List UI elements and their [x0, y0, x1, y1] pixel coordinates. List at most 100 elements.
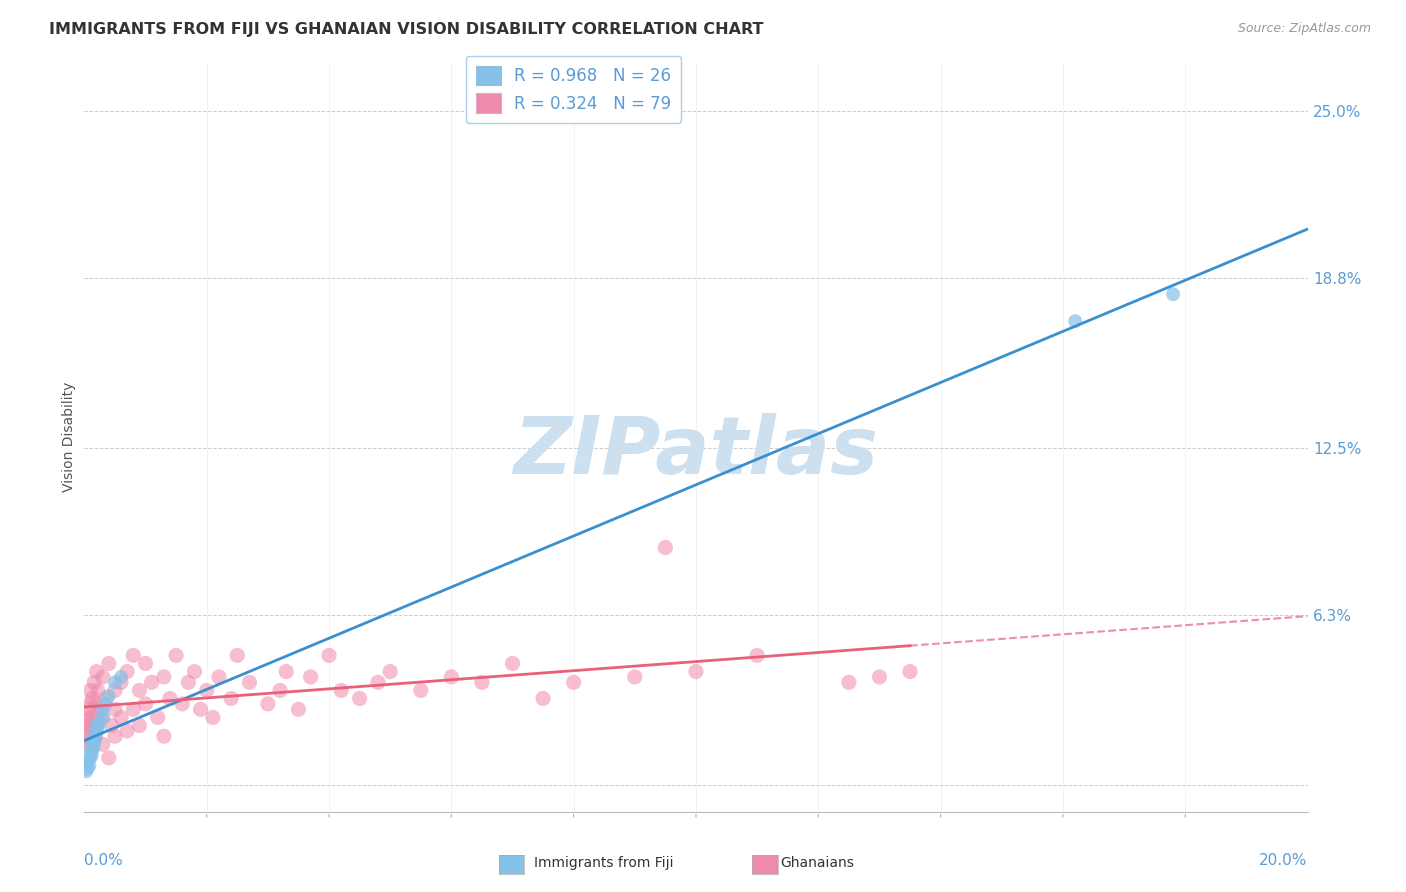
Point — [104, 702, 127, 716]
Point — [79, 697, 101, 711]
Point — [115, 723, 138, 738]
Point — [409, 683, 432, 698]
Text: ZIPatlas: ZIPatlas — [513, 413, 879, 491]
Text: 0.0%: 0.0% — [84, 853, 124, 868]
Point — [747, 648, 769, 663]
Point — [82, 691, 104, 706]
Point — [101, 718, 124, 732]
Point — [201, 710, 224, 724]
Point — [75, 737, 97, 751]
Point — [91, 710, 114, 724]
Point — [110, 675, 132, 690]
Point — [97, 657, 120, 671]
Point — [172, 697, 194, 711]
Point — [80, 723, 103, 738]
Point — [80, 748, 103, 763]
Point — [86, 718, 108, 732]
Point — [89, 702, 111, 716]
Point — [76, 729, 98, 743]
Point — [79, 746, 101, 760]
Point — [91, 710, 114, 724]
Point — [82, 743, 104, 757]
Point — [89, 715, 111, 730]
Point — [84, 729, 107, 743]
Point — [94, 691, 117, 706]
Point — [190, 702, 212, 716]
Point — [77, 754, 100, 768]
Point — [128, 683, 150, 698]
Point — [471, 675, 494, 690]
Point — [502, 657, 524, 671]
Point — [77, 759, 100, 773]
Point — [330, 683, 353, 698]
Point — [562, 675, 585, 690]
Point — [1161, 287, 1184, 301]
Y-axis label: Vision Disability: Vision Disability — [62, 382, 76, 492]
Point — [75, 723, 97, 738]
Point — [838, 675, 860, 690]
Text: Source: ZipAtlas.com: Source: ZipAtlas.com — [1237, 22, 1371, 36]
Point — [276, 665, 298, 679]
Point — [869, 670, 891, 684]
Point — [299, 670, 322, 684]
Point — [110, 710, 132, 724]
Point — [349, 691, 371, 706]
Point — [380, 665, 402, 679]
Point — [153, 729, 176, 743]
Point — [183, 665, 205, 679]
Text: 20.0%: 20.0% — [1260, 853, 1308, 868]
Point — [177, 675, 200, 690]
Point — [83, 739, 105, 754]
Point — [146, 710, 169, 724]
Point — [153, 670, 176, 684]
Point — [226, 648, 249, 663]
Point — [898, 665, 921, 679]
Point — [97, 751, 120, 765]
Point — [75, 764, 97, 779]
Point — [122, 648, 145, 663]
Point — [83, 734, 105, 748]
Point — [208, 670, 231, 684]
Point — [624, 670, 647, 684]
Point — [654, 541, 676, 555]
Point — [128, 718, 150, 732]
Point — [104, 683, 127, 698]
Legend: R = 0.968   N = 26, R = 0.324   N = 79: R = 0.968 N = 26, R = 0.324 N = 79 — [465, 56, 682, 122]
Point — [104, 729, 127, 743]
Point — [238, 675, 260, 690]
Point — [287, 702, 309, 716]
Point — [159, 691, 181, 706]
Point — [82, 737, 104, 751]
Point — [84, 731, 107, 746]
Text: IMMIGRANTS FROM FIJI VS GHANAIAN VISION DISABILITY CORRELATION CHART: IMMIGRANTS FROM FIJI VS GHANAIAN VISION … — [49, 22, 763, 37]
Point — [685, 665, 707, 679]
Point — [440, 670, 463, 684]
Point — [77, 713, 100, 727]
Point — [91, 702, 114, 716]
Point — [87, 683, 110, 698]
Point — [76, 762, 98, 776]
Point — [77, 718, 100, 732]
Point — [165, 648, 187, 663]
Point — [257, 697, 280, 711]
Point — [367, 675, 389, 690]
Point — [91, 737, 114, 751]
Point — [135, 657, 157, 671]
Point — [104, 675, 127, 690]
Point — [97, 689, 120, 703]
Point — [86, 723, 108, 738]
Point — [83, 675, 105, 690]
Text: Immigrants from Fiji: Immigrants from Fiji — [534, 856, 673, 871]
Point — [76, 756, 98, 771]
Point — [76, 710, 98, 724]
Point — [86, 665, 108, 679]
Point — [115, 665, 138, 679]
Point — [86, 697, 108, 711]
Point — [135, 697, 157, 711]
Point — [318, 648, 340, 663]
Point — [79, 683, 101, 698]
Point — [141, 675, 163, 690]
Point — [86, 718, 108, 732]
Point — [110, 670, 132, 684]
Point — [195, 683, 218, 698]
